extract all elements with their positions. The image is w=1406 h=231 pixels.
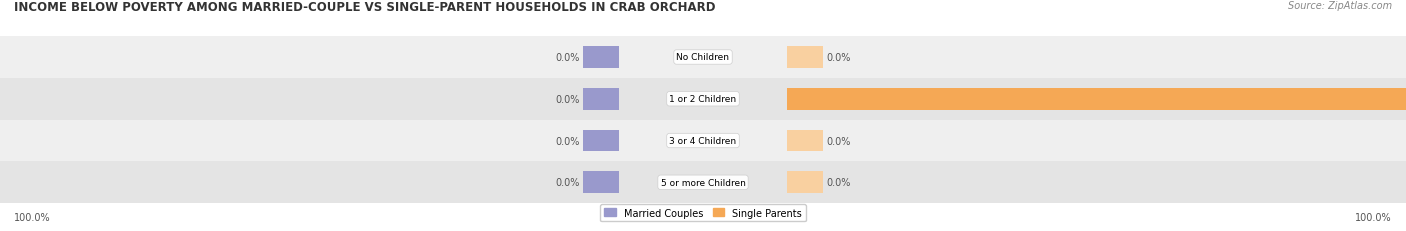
Text: 5 or more Children: 5 or more Children	[661, 178, 745, 187]
Bar	[787, 88, 1406, 110]
Bar	[787, 130, 823, 152]
Bar	[0, 37, 1406, 79]
Text: 100.0%: 100.0%	[14, 212, 51, 222]
Bar	[0, 79, 1406, 120]
Text: 0.0%: 0.0%	[555, 94, 581, 104]
Text: 1 or 2 Children: 1 or 2 Children	[669, 95, 737, 104]
Bar	[0, 162, 1406, 203]
Text: 0.0%: 0.0%	[827, 53, 851, 63]
Bar	[583, 172, 619, 193]
Text: 0.0%: 0.0%	[827, 136, 851, 146]
Bar	[0, 120, 1406, 162]
Text: 3 or 4 Children: 3 or 4 Children	[669, 137, 737, 145]
Text: 0.0%: 0.0%	[555, 177, 581, 188]
Bar	[583, 47, 619, 69]
Bar	[787, 47, 823, 69]
Text: Source: ZipAtlas.com: Source: ZipAtlas.com	[1288, 1, 1392, 11]
Text: No Children: No Children	[676, 53, 730, 62]
Bar	[583, 88, 619, 110]
Text: 0.0%: 0.0%	[555, 53, 581, 63]
Text: 0.0%: 0.0%	[555, 136, 581, 146]
Bar	[583, 130, 619, 152]
Text: INCOME BELOW POVERTY AMONG MARRIED-COUPLE VS SINGLE-PARENT HOUSEHOLDS IN CRAB OR: INCOME BELOW POVERTY AMONG MARRIED-COUPL…	[14, 1, 716, 14]
Text: 100.0%: 100.0%	[1355, 212, 1392, 222]
Text: 0.0%: 0.0%	[827, 177, 851, 188]
Legend: Married Couples, Single Parents: Married Couples, Single Parents	[600, 204, 806, 222]
Bar	[787, 172, 823, 193]
